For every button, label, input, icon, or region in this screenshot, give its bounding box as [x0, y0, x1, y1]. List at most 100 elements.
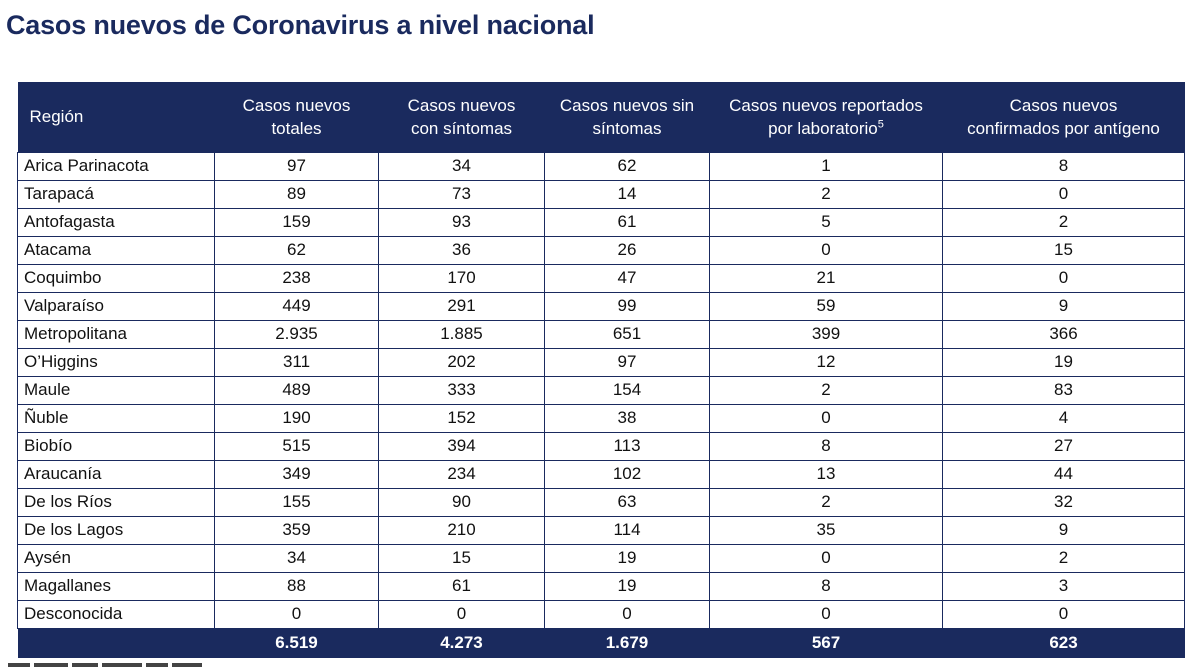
table-row: Aysén 34 15 19 0 2 — [17, 543, 1185, 573]
header-region-label: Región — [29, 107, 84, 127]
cell-region: Atacama — [17, 235, 215, 265]
cell-region: Ñuble — [17, 403, 215, 433]
cell-total: 88 — [214, 571, 379, 601]
cell-symptomatic: 152 — [378, 403, 545, 433]
cell-region: Desconocida — [17, 599, 215, 629]
cell-region: Metropolitana — [17, 319, 215, 349]
cell-symptomatic: 1.885 — [378, 319, 545, 349]
table-row: Arica Parinacota 97 34 62 1 8 — [17, 151, 1185, 181]
cropped-footnote-text — [8, 663, 202, 667]
table-row: O’Higgins 311 202 97 12 19 — [17, 347, 1185, 377]
header-laboratory-line-2: por laboratorio — [768, 118, 878, 138]
cell-region: Coquimbo — [17, 263, 215, 293]
header-symptomatic: Casos nuevos con síntomas — [379, 82, 545, 152]
cell-laboratory: 2 — [709, 375, 943, 405]
cell-laboratory: 5 — [709, 207, 943, 237]
header-asymptomatic-line-1: Casos nuevos sin — [559, 95, 695, 115]
table-row: Maule 489 333 154 2 83 — [17, 375, 1185, 405]
cell-symptomatic: 394 — [378, 431, 545, 461]
cell-total: 449 — [214, 291, 379, 321]
table-row: Ñuble 190 152 38 0 4 — [17, 403, 1185, 433]
cell-laboratory: 0 — [709, 403, 943, 433]
cell-asymptomatic: 99 — [544, 291, 710, 321]
cell-antigen: 366 — [942, 319, 1185, 349]
table-body: Arica Parinacota 97 34 62 1 8 Tarapacá 89 73 14 2 0… — [17, 151, 1185, 629]
cell-antigen: 83 — [942, 375, 1185, 405]
cell-antigen: 0 — [942, 263, 1185, 293]
total-asymptomatic: 1.679 — [605, 633, 649, 653]
cell-laboratory: 0 — [709, 543, 943, 573]
cell-total: 0 — [214, 599, 379, 629]
cell-laboratory: 12 — [709, 347, 943, 377]
cell-symptomatic: 291 — [378, 291, 545, 321]
cell-laboratory: 8 — [709, 571, 943, 601]
header-symptomatic-line-1: Casos nuevos — [407, 95, 516, 115]
cell-symptomatic: 234 — [378, 459, 545, 489]
cell-total: 62 — [214, 235, 379, 265]
header-antigen-line-2: confirmados por antígeno — [967, 118, 1160, 138]
header-laboratory-line-1: Casos nuevos reportados — [729, 95, 923, 115]
cell-total: 89 — [214, 179, 379, 209]
cell-asymptomatic: 19 — [544, 571, 710, 601]
cell-laboratory: 21 — [709, 263, 943, 293]
cell-symptomatic: 333 — [378, 375, 545, 405]
cell-symptomatic: 36 — [378, 235, 545, 265]
cell-symptomatic: 210 — [378, 515, 545, 545]
totals-label-cell — [18, 628, 215, 658]
cell-asymptomatic: 26 — [544, 235, 710, 265]
cell-antigen: 3 — [942, 571, 1185, 601]
total-laboratory: 567 — [811, 633, 841, 653]
header-total-line-1: Casos nuevos — [242, 95, 351, 115]
cell-asymptomatic: 14 — [544, 179, 710, 209]
cell-antigen: 44 — [942, 459, 1185, 489]
cell-asymptomatic: 61 — [544, 207, 710, 237]
cell-antigen: 9 — [942, 291, 1185, 321]
cell-total: 515 — [214, 431, 379, 461]
cell-region: De los Lagos — [17, 515, 215, 545]
cell-asymptomatic: 97 — [544, 347, 710, 377]
header-region: Región — [18, 82, 215, 152]
cell-symptomatic: 93 — [378, 207, 545, 237]
cell-antigen: 2 — [942, 543, 1185, 573]
cell-total: 311 — [214, 347, 379, 377]
cell-total: 97 — [214, 151, 379, 181]
cell-symptomatic: 34 — [378, 151, 545, 181]
cell-laboratory: 35 — [709, 515, 943, 545]
cell-laboratory: 1 — [709, 151, 943, 181]
header-laboratory-line-2-wrap: por laboratorio5 — [712, 117, 941, 140]
cell-total: 349 — [214, 459, 379, 489]
cell-symptomatic: 61 — [378, 571, 545, 601]
cell-antigen: 4 — [942, 403, 1185, 433]
cell-total: 190 — [214, 403, 379, 433]
cell-laboratory: 59 — [709, 291, 943, 321]
table-row: Atacama 62 36 26 0 15 — [17, 235, 1185, 265]
cell-total: 359 — [214, 515, 379, 545]
cell-laboratory: 13 — [709, 459, 943, 489]
cell-region: Antofagasta — [17, 207, 215, 237]
table-row: Coquimbo 238 170 47 21 0 — [17, 263, 1185, 293]
cell-laboratory: 0 — [709, 235, 943, 265]
cell-region: Araucanía — [17, 459, 215, 489]
cell-symptomatic: 170 — [378, 263, 545, 293]
cell-total: 238 — [214, 263, 379, 293]
cell-laboratory: 2 — [709, 179, 943, 209]
header-symptomatic-line-2: con síntomas — [410, 118, 513, 138]
cell-antigen: 0 — [942, 179, 1185, 209]
cell-symptomatic: 0 — [378, 599, 545, 629]
total-symptomatic: 4.273 — [440, 633, 483, 653]
table-row: Valparaíso 449 291 99 59 9 — [17, 291, 1185, 321]
cell-symptomatic: 202 — [378, 347, 545, 377]
page-title: Casos nuevos de Coronavirus a nivel naci… — [6, 10, 595, 40]
cell-total: 155 — [214, 487, 379, 517]
cell-asymptomatic: 154 — [544, 375, 710, 405]
totals-row: 6.519 4.273 1.679 567 623 — [17, 628, 1185, 658]
cell-asymptomatic: 62 — [544, 151, 710, 181]
cell-laboratory: 0 — [709, 599, 943, 629]
header-asymptomatic-line-2: síntomas — [592, 118, 662, 138]
header-total: Casos nuevos totales — [215, 82, 379, 152]
table-row: Araucanía 349 234 102 13 44 — [17, 459, 1185, 489]
cell-symptomatic: 90 — [378, 487, 545, 517]
cell-asymptomatic: 63 — [544, 487, 710, 517]
header-antigen-line-1: Casos nuevos — [1009, 95, 1118, 115]
table-row: Biobío 515 394 113 8 27 — [17, 431, 1185, 461]
